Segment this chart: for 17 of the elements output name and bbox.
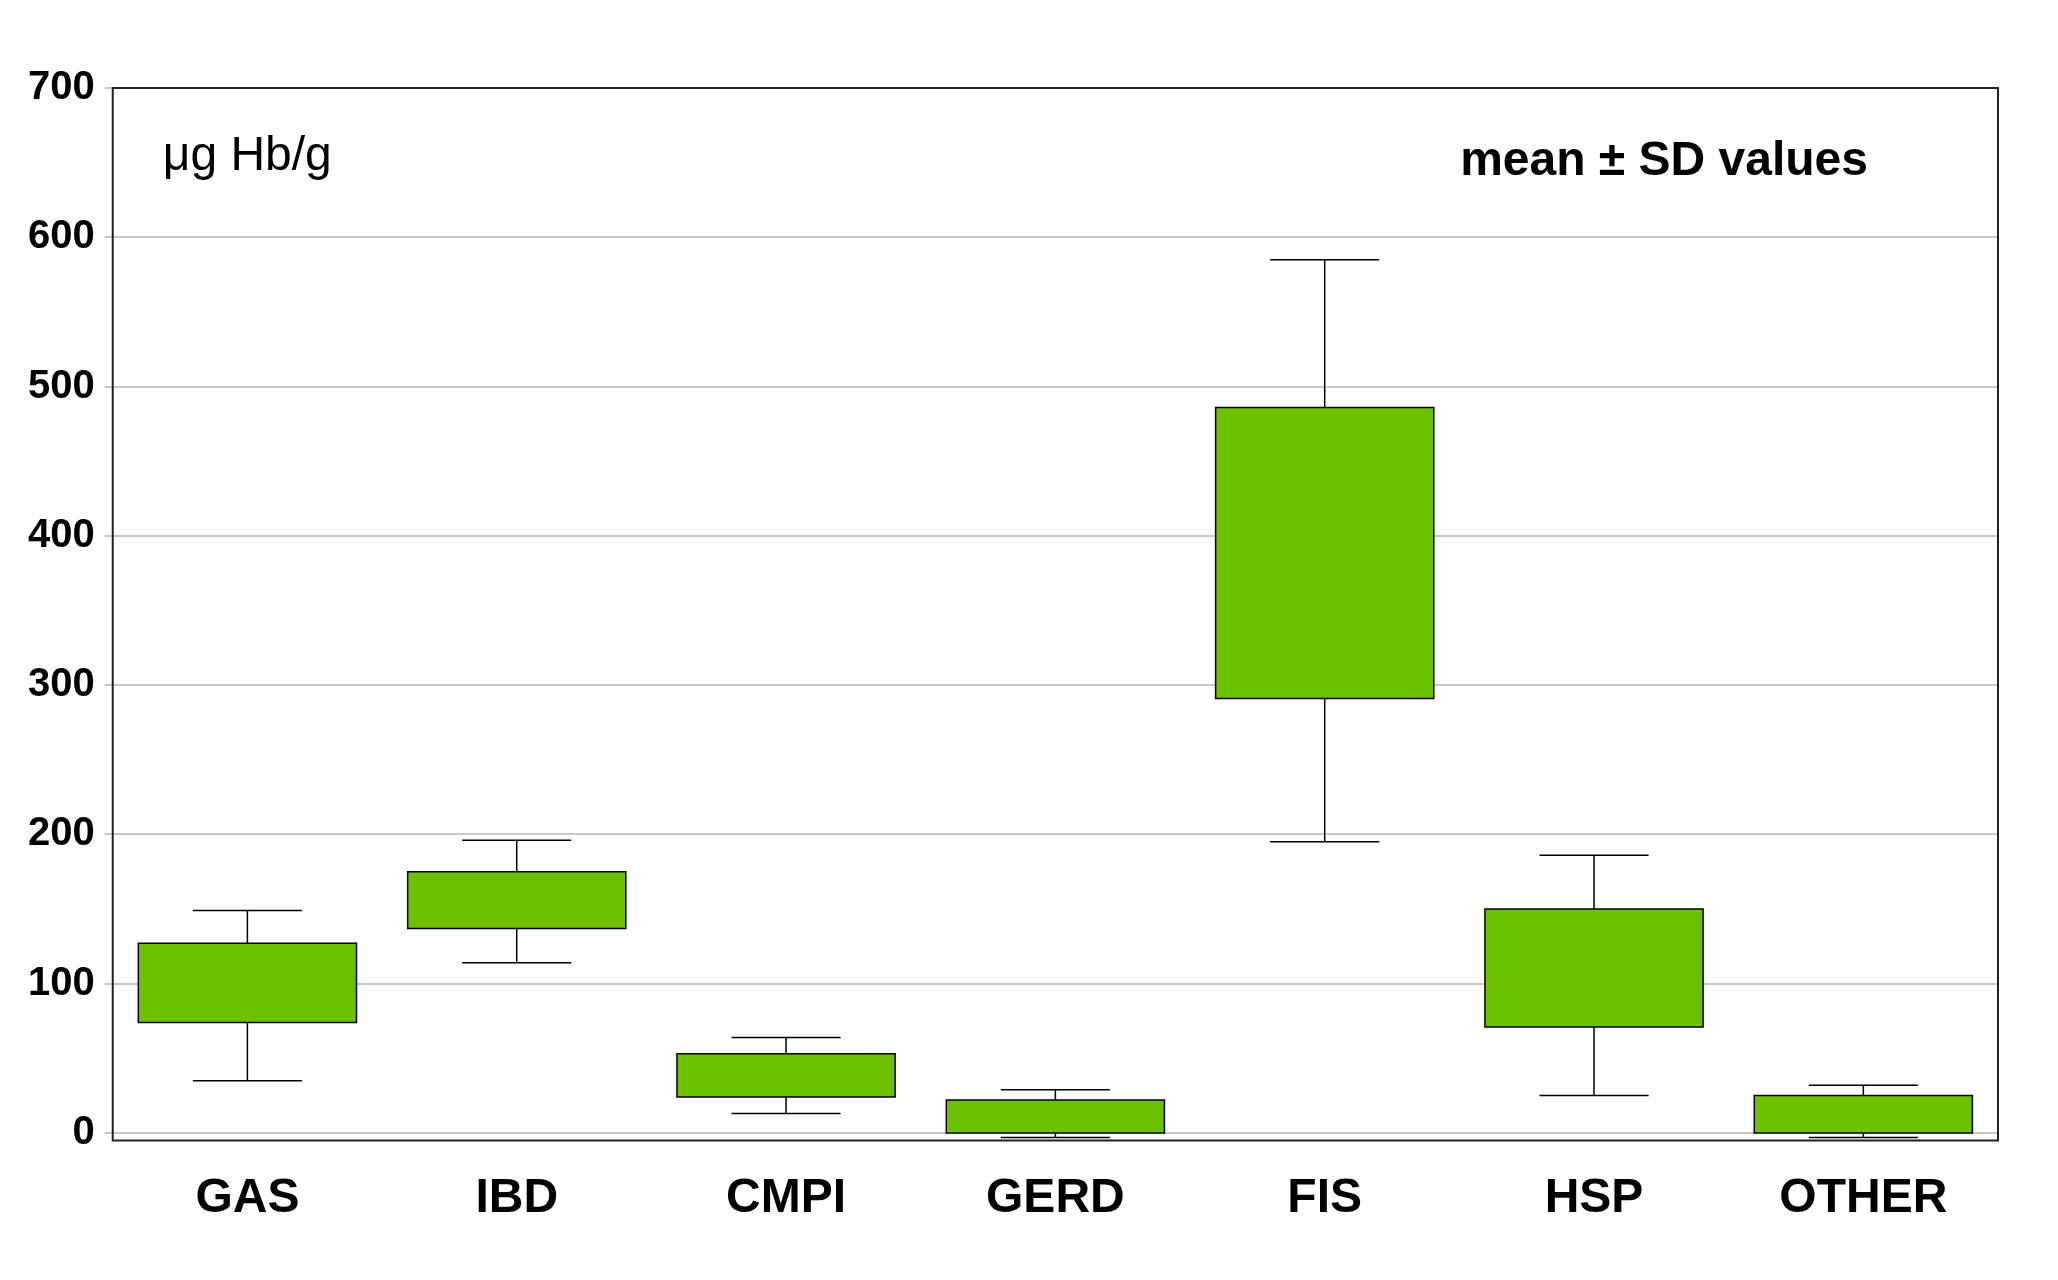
annotation: mean ± SD values bbox=[1460, 132, 1868, 186]
y-tick-label: 400 bbox=[27, 510, 95, 555]
x-tick-label: GAS bbox=[195, 1169, 300, 1223]
y-tick-label: 100 bbox=[27, 958, 95, 1003]
x-tick-label: IBD bbox=[475, 1169, 559, 1223]
y-tick-label: 500 bbox=[27, 361, 95, 406]
y-axis-title: μg Hb/g bbox=[162, 127, 332, 181]
x-tick-label: CMPI bbox=[726, 1169, 847, 1223]
x-tick-label: HSP bbox=[1544, 1169, 1644, 1223]
x-tick-label: GERD bbox=[986, 1169, 1125, 1223]
y-tick-label: 200 bbox=[27, 809, 95, 854]
x-tick-label: FIS bbox=[1287, 1169, 1363, 1223]
y-tick-label: 600 bbox=[27, 212, 95, 257]
x-tick-label: OTHER bbox=[1779, 1169, 1948, 1223]
y-tick-label: 700 bbox=[27, 63, 95, 108]
y-tick-label: 0 bbox=[72, 1107, 95, 1152]
y-tick-label: 300 bbox=[27, 660, 95, 705]
